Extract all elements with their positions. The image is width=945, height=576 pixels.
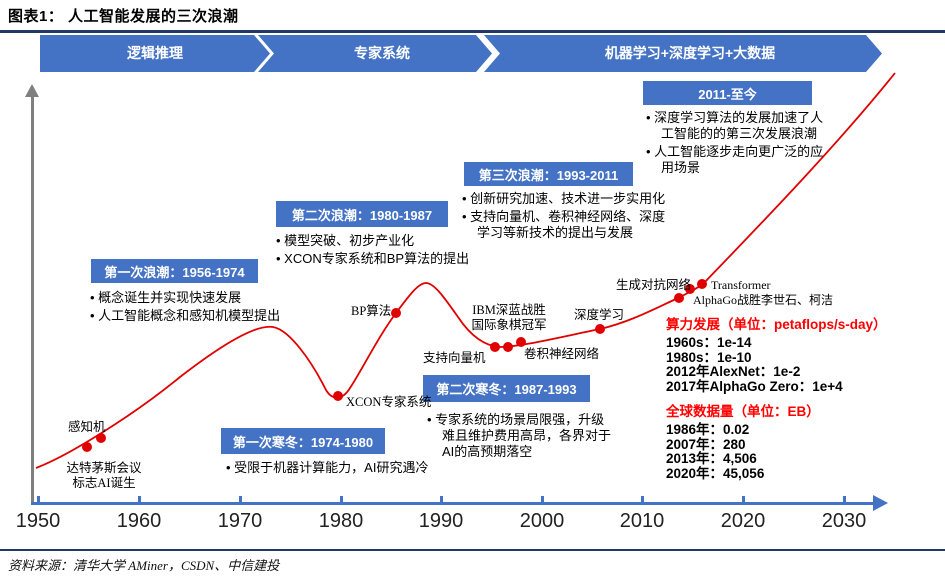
milestone-label-deepblue: IBM深蓝战胜 国际象棋冠军 — [471, 303, 547, 332]
wave2-box: 第二次浪潮：1980-1987 — [276, 201, 448, 227]
x-tick — [541, 496, 544, 503]
era-segment-expert: 专家系统 — [258, 35, 492, 72]
x-axis — [31, 502, 875, 505]
milestone-dots — [82, 279, 707, 452]
x-axis-label: 2020 — [720, 510, 766, 532]
x-axis-label: 1990 — [418, 510, 464, 532]
bullet: 概念诞生并实现快速发展 — [90, 290, 330, 306]
milestone-label-bp: BP算法 — [351, 304, 392, 318]
x-tick — [742, 496, 745, 503]
stat-line: 2007年：280 — [666, 436, 746, 452]
bullet: 深度学习算法的发展加速了人工智能的的第三次发展浪潮 — [646, 110, 832, 142]
stat-line: 1960s：1e-14 — [666, 335, 752, 350]
milestone-label-cnn: 卷积神经网络 — [524, 347, 600, 361]
milestone-dot — [333, 391, 343, 401]
x-axis-label: 1950 — [15, 510, 61, 532]
top-divider — [0, 30, 945, 33]
x-axis-label: 2000 — [519, 510, 565, 532]
stat-line: 1986年：0.02 — [666, 422, 750, 437]
milestone-label-alphago: AlphaGo战胜李世石、柯洁 — [693, 293, 833, 307]
source-note: 资料来源：清华大学 AMiner，CSDN、中信建投 — [8, 558, 280, 573]
winter1-bullets: 受限于机器计算能力，AI研究遇冷 — [226, 460, 476, 478]
compute-stats-block: 算力发展（单位：petaflops/s-day） 1960s：1e-14 198… — [666, 313, 887, 394]
bullet: 人工智能概念和感知机模型提出 — [90, 308, 330, 324]
x-tick — [843, 496, 846, 503]
milestone-dot — [96, 433, 106, 443]
wave1-box: 第一次浪潮：1956-1974 — [91, 259, 258, 283]
x-tick — [340, 496, 343, 503]
milestone-label-deeplearning: 深度学习 — [574, 308, 625, 322]
milestone-dot — [595, 324, 605, 334]
era-segment-logic: 逻辑推理 — [40, 35, 270, 72]
x-axis-label: 1970 — [217, 510, 263, 532]
stat-line: 2012年AlexNet：1e-2 — [666, 364, 801, 380]
stat-line: 1980s：1e-10 — [666, 349, 752, 365]
bullet: 专家系统的场景局限强，升级难且维护费用高昂，各界对于AI的高预期落空 — [427, 412, 615, 460]
figure-title: 图表1： 人工智能发展的三次浪潮 — [8, 8, 239, 25]
x-tick — [239, 496, 242, 503]
era-segment-ml: 机器学习+深度学习+大数据 — [484, 35, 882, 72]
data-volume-header: 全球数据量（单位：EB） — [666, 404, 820, 419]
wave2-bullets: 模型突破、初步产业化 XCON专家系统和BP算法的提出 — [276, 233, 516, 269]
milestone-label-perceptron: 感知机 — [68, 420, 106, 434]
x-tick — [440, 496, 443, 503]
milestone-dot — [490, 342, 500, 352]
milestone-dot — [674, 293, 684, 303]
bullet: 人工智能逐步走向更广泛的应用场景 — [646, 144, 832, 176]
milestone-label-xcon: XCON专家系统 — [346, 395, 432, 409]
milestone-dot — [82, 442, 92, 452]
milestone-label-svm: 支持向量机 — [423, 351, 486, 365]
x-tick — [641, 496, 644, 503]
wave3-bullets: 创新研究加速、技术进一步实用化 支持向量机、卷积神经网络、深度学习等新技术的提出… — [462, 191, 674, 243]
compute-stats-header: 算力发展（单位：petaflops/s-day） — [666, 317, 887, 332]
stat-line: 2013年：4,506 — [666, 451, 757, 467]
x-tick — [138, 496, 141, 503]
x-tick — [37, 496, 40, 503]
y-axis-arrow-icon — [25, 84, 39, 97]
milestone-label-gan: 生成对抗网络 — [616, 278, 692, 292]
bullet: 模型突破、初步产业化 — [276, 233, 516, 249]
current-era-box: 2011-至今 — [643, 81, 812, 105]
x-axis-label: 1960 — [116, 510, 162, 532]
bullet: 受限于机器计算能力，AI研究遇冷 — [226, 460, 476, 476]
wave1-bullets: 概念诞生并实现快速发展 人工智能概念和感知机模型提出 — [90, 290, 330, 326]
x-axis-label: 2010 — [619, 510, 665, 532]
winter1-box: 第一次寒冬：1974-1980 — [221, 428, 385, 454]
stat-line: 2017年AlphaGo Zero：1e+4 — [666, 378, 843, 394]
data-volume-stats-block: 全球数据量（单位：EB） 1986年：0.02 2007年：280 2013年：… — [666, 400, 820, 481]
milestone-dot — [516, 337, 526, 347]
bottom-divider — [0, 549, 945, 551]
milestone-label-transformer: Transformer — [711, 278, 771, 292]
milestone-dot — [685, 284, 695, 294]
bullet: XCON专家系统和BP算法的提出 — [276, 251, 516, 267]
x-axis-arrow-icon — [873, 495, 888, 511]
winter2-box: 第二次寒冬：1987-1993 — [423, 375, 590, 402]
milestone-dot — [503, 342, 513, 352]
milestone-label-dartmouth: 达特茅斯会议 标志AI诞生 — [66, 461, 142, 490]
wave3-box: 第三次浪潮：1993-2011 — [464, 162, 633, 186]
y-axis — [31, 96, 34, 505]
x-axis-label: 2030 — [821, 510, 867, 532]
milestone-dot — [697, 279, 707, 289]
bullet: 支持向量机、卷积神经网络、深度学习等新技术的提出与发展 — [462, 209, 674, 241]
stat-line: 2020年：45,056 — [666, 465, 765, 481]
winter2-bullets: 专家系统的场景局限强，升级难且维护费用高昂，各界对于AI的高预期落空 — [427, 412, 615, 462]
x-axis-label: 1980 — [318, 510, 364, 532]
current-era-bullets: 深度学习算法的发展加速了人工智能的的第三次发展浪潮 人工智能逐步走向更广泛的应用… — [646, 110, 832, 177]
milestone-dot — [391, 308, 401, 318]
bullet: 创新研究加速、技术进一步实用化 — [462, 191, 674, 207]
